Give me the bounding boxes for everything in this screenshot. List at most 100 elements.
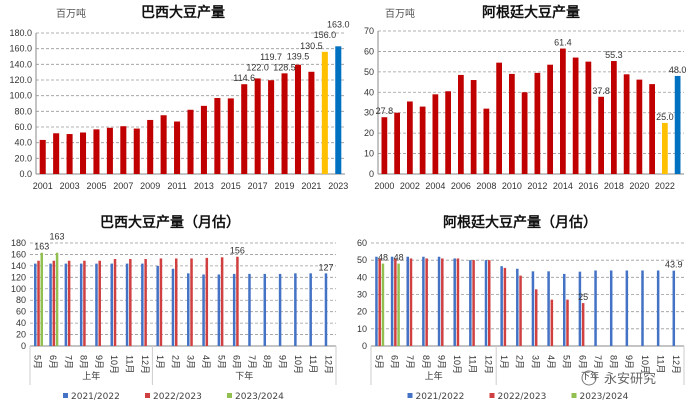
x-tick-label: 2010 [502, 181, 522, 191]
bar-2021/2022-9月 [278, 273, 282, 346]
y-tick-label: 60 [364, 46, 374, 56]
data-label: 119.7 [260, 52, 282, 62]
x-tick-label: 2002 [400, 181, 420, 191]
group-label: 下年 [235, 370, 253, 381]
y-tick-label: 160 [11, 249, 26, 259]
x-tick-label: 11月 [656, 355, 666, 373]
data-label: 163.0 [327, 19, 350, 29]
bar-2021/2022-9月 [625, 270, 629, 346]
bar-2012 [534, 72, 541, 174]
bar-2022/2023-12月 [488, 260, 491, 346]
bar-2021/2022-6月 [232, 273, 236, 346]
bar-2021/2022-8月 [79, 263, 83, 346]
y-tick-label: 40.0 [14, 138, 32, 148]
y-tick-label: 20 [16, 330, 26, 340]
x-tick-label: 12月 [140, 355, 150, 374]
data-label: 128.5 [273, 62, 296, 72]
data-label: 114.6 [233, 73, 255, 83]
y-tick-label: 40 [364, 87, 374, 97]
bar-2022/2023-11月 [472, 260, 475, 346]
y-tick-label: 10 [357, 324, 367, 334]
x-tick-label: 12月 [671, 355, 681, 374]
bar-2021/2022-3月 [187, 273, 190, 346]
bar-2022/2023-1月 [159, 258, 163, 346]
bar-2011 [521, 92, 528, 174]
x-tick-label: 8月 [609, 355, 619, 369]
x-tick-label: 2004 [425, 181, 445, 191]
bar-2021/2022-12月 [484, 260, 488, 346]
bar-2016 [585, 61, 592, 175]
bar-2021/2022-4月 [547, 271, 550, 346]
x-tick-label: 1月 [499, 355, 509, 369]
y-tick-label: 30 [364, 108, 374, 118]
bar-2021/2022-10月 [110, 263, 114, 346]
legend-swatch [571, 393, 577, 398]
x-tick-label: 10月 [640, 355, 650, 374]
bar-2008 [483, 108, 490, 174]
bar-2003 [419, 106, 426, 174]
bar-2022/2023-9月 [98, 260, 101, 346]
y-tick-label: 60 [357, 238, 367, 248]
x-tick-label: 7月 [247, 355, 257, 369]
bar-2021/2022-4月 [202, 274, 205, 346]
x-tick-label: 4月 [201, 355, 211, 369]
x-tick-label: 6月 [577, 355, 587, 369]
data-label: 43.9 [665, 260, 683, 270]
bar-2022/2023-4月 [205, 257, 209, 346]
bar-2000 [381, 117, 388, 174]
x-tick-label: 2000 [374, 181, 394, 191]
data-label: 156 [230, 246, 245, 256]
chart-title-argentina-annual: 阿根廷大豆产量 [482, 4, 580, 21]
y-tick-label: 100.0 [9, 91, 32, 101]
x-tick-label: 6月 [48, 355, 58, 369]
bar-2021/2022-8月 [263, 273, 267, 346]
bar-2001 [394, 112, 400, 174]
bar-2022/2023-7月 [409, 258, 413, 346]
x-tick-label: 12月 [483, 355, 493, 374]
x-tick-label: 7月 [593, 355, 603, 369]
x-tick-label: 6月 [232, 355, 242, 369]
bar-2022/2023-8月 [425, 258, 428, 346]
x-tick-label: 5月 [562, 355, 572, 369]
group-label: 上年 [425, 370, 443, 381]
bar-2021/2022-11月 [469, 260, 472, 346]
legend-swatch [489, 393, 495, 398]
bar-2015 [227, 98, 234, 174]
bar-2022/2023-6月 [52, 260, 56, 346]
bar-2021/2022-10月 [641, 270, 644, 346]
data-label: 163 [34, 242, 49, 252]
bar-2017 [598, 96, 604, 174]
y-tick-label: 0 [369, 169, 374, 179]
bar-2011 [174, 121, 181, 174]
bar-2012 [187, 109, 194, 174]
bar-2021/2022-2月 [516, 268, 519, 346]
legend-swatch [145, 393, 150, 398]
legend-label: 2023/2024 [580, 392, 629, 402]
bar-2022/2023-10月 [456, 258, 460, 346]
bar-2023/2024-5月 [40, 252, 44, 346]
data-label: 130.5 [300, 41, 323, 51]
y-tick-label: 0.0 [19, 169, 32, 179]
x-tick-label: 8月 [421, 355, 431, 369]
x-tick-label: 2012 [527, 181, 547, 191]
bar-2021/2022-2月 [171, 268, 175, 346]
data-label: 25.0 [656, 112, 674, 122]
chart-title-brazil-monthly: 巴西大豆产量（月估） [100, 214, 240, 231]
x-tick-label: 2009 [140, 181, 160, 191]
bar-2021/2022-10月 [453, 258, 456, 346]
legend-swatch [63, 393, 68, 398]
group-label: 上年 [82, 370, 100, 381]
legend-swatch [227, 393, 232, 398]
bar-2022/2023-1月 [503, 267, 507, 346]
unit-label-brazil-annual: 百万吨 [56, 7, 86, 20]
x-tick-label: 11月 [308, 355, 318, 373]
bar-2021/2022-6月 [49, 263, 52, 346]
x-tick-label: 2017 [248, 181, 268, 191]
bar-2022/2023-3月 [534, 289, 538, 346]
bar-2009 [496, 62, 502, 174]
x-tick-label: 8月 [79, 355, 89, 369]
bar-2018 [268, 80, 275, 174]
y-tick-label: 80 [16, 295, 26, 305]
bar-2021 [308, 71, 315, 174]
bar-2022/2023-5月 [378, 258, 381, 346]
